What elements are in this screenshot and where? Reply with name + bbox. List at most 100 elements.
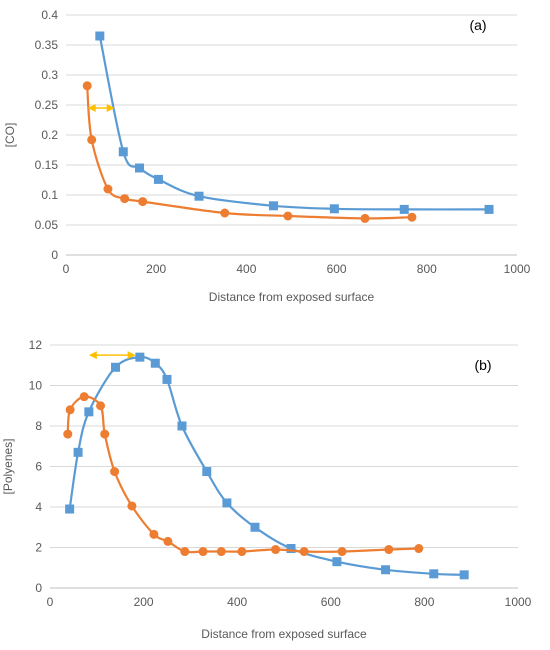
data-point-circle [87, 135, 97, 145]
data-point-square [73, 447, 83, 457]
data-point-circle [63, 429, 73, 439]
data-point-square [162, 374, 172, 384]
data-point-square [118, 147, 128, 157]
x-tick-label: 0 [63, 262, 70, 276]
y-axis-title: [Polyenes] [1, 438, 15, 494]
y-tick-label: 0.15 [35, 158, 59, 172]
x-tick-label: 400 [227, 595, 247, 609]
series-blue-squares [95, 31, 494, 214]
x-tick-label: 200 [134, 595, 154, 609]
data-point-square [65, 504, 75, 514]
data-point-square [381, 565, 391, 575]
data-point-circle [237, 547, 247, 557]
data-point-circle [100, 429, 110, 439]
x-tick-label: 800 [417, 262, 437, 276]
data-point-square [150, 358, 160, 368]
data-point-circle [96, 401, 106, 411]
panel-label: (a) [469, 17, 486, 33]
series-blue-squares [65, 352, 469, 580]
data-point-circle [120, 194, 130, 204]
arrow-head-left [88, 351, 97, 360]
y-tick-label: 0.05 [35, 218, 59, 232]
data-point-square [459, 570, 469, 580]
data-point-circle [384, 545, 394, 555]
data-point-square [429, 569, 439, 579]
x-tick-label: 800 [414, 595, 434, 609]
data-point-circle [127, 501, 137, 511]
x-axis-title: Distance from exposed surface [209, 290, 375, 304]
data-point-circle [407, 212, 417, 222]
x-tick-label: 1000 [505, 595, 532, 609]
data-point-square [177, 421, 187, 431]
x-tick-label: 200 [146, 262, 166, 276]
y-tick-label: 8 [35, 419, 42, 433]
data-point-circle [283, 211, 293, 221]
y-tick-label: 0.1 [41, 188, 58, 202]
arrow-head-right [127, 351, 136, 360]
data-point-square [332, 557, 342, 567]
series-line [66, 395, 419, 554]
series-orange-circles [63, 392, 424, 557]
data-point-circle [414, 544, 424, 554]
chart-panel-a: 0 0.05 0.1 0.15 0.2 0.25 0.3 0.35 0.4 0 200 400 600 8… [3, 8, 531, 304]
y-tick-label: 2 [35, 541, 42, 555]
x-axis-title: Distance from exposed surface [201, 627, 367, 641]
data-point-circle [299, 547, 309, 557]
data-point-square [84, 407, 94, 417]
arrow-head-right [106, 104, 115, 112]
data-point-square [135, 163, 145, 173]
data-point-square [202, 467, 212, 477]
y-tick-label: 4 [35, 500, 42, 514]
data-point-circle [271, 545, 281, 555]
y-tick-label: 0.4 [41, 8, 58, 22]
x-tick-label: 1000 [504, 262, 531, 276]
data-point-circle [337, 547, 347, 557]
data-point-circle [360, 213, 370, 223]
data-point-circle [220, 208, 230, 218]
data-point-square [286, 544, 296, 554]
data-point-square [111, 362, 121, 372]
y-tick-label: 0 [35, 581, 42, 595]
x-tick-label: 600 [327, 262, 347, 276]
x-tick-label: 600 [321, 595, 341, 609]
x-tick-label: 400 [236, 262, 256, 276]
double-arrow-annotation [87, 104, 115, 112]
data-point-square [329, 204, 339, 214]
series-line [86, 85, 412, 220]
data-point-square [484, 204, 494, 214]
data-point-square [250, 522, 260, 532]
data-point-square [399, 204, 409, 214]
panel-label: (b) [474, 357, 491, 373]
data-point-square [135, 352, 145, 362]
data-point-circle [110, 467, 120, 477]
series-line [68, 355, 465, 576]
y-tick-label: 0.3 [41, 68, 58, 82]
y-axis-title: [CO] [3, 123, 17, 148]
data-point-circle [65, 405, 75, 415]
data-point-circle [198, 547, 208, 557]
y-tick-label: 0.25 [35, 98, 59, 112]
x-tick-label: 0 [47, 595, 54, 609]
chart-panel-b: 0 2 4 6 8 10 12 0 200 400 600 800 1000 Distance from … [1, 338, 532, 641]
y-tick-label: 12 [29, 338, 43, 352]
data-point-square [222, 498, 232, 508]
data-point-square [153, 174, 163, 184]
series-orange-circles [82, 81, 417, 223]
y-tick-label: 0 [51, 248, 58, 262]
data-point-square [268, 201, 278, 211]
y-tick-label: 6 [35, 460, 42, 474]
data-point-circle [138, 197, 148, 207]
data-point-circle [82, 81, 92, 91]
data-point-square [194, 191, 204, 201]
data-point-circle [149, 529, 159, 539]
data-point-circle [163, 536, 173, 546]
data-point-circle [79, 392, 89, 402]
arrow-head-left [87, 104, 96, 112]
data-point-circle [180, 547, 190, 557]
data-point-circle [216, 547, 226, 557]
data-point-circle [103, 184, 113, 194]
double-arrow-annotation [88, 351, 136, 360]
y-tick-label: 0.35 [35, 38, 59, 52]
y-tick-label: 0.2 [41, 128, 58, 142]
